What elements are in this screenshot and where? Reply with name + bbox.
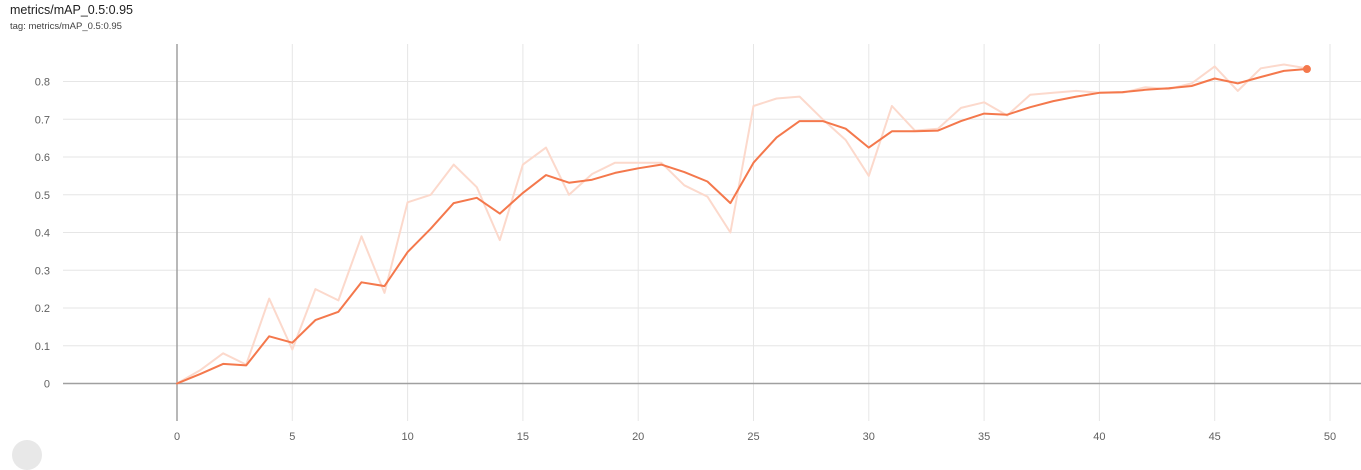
- y-tick-label: 0.4: [35, 228, 50, 240]
- fit-button[interactable]: [12, 440, 42, 470]
- chart-tag: tag: metrics/mAP_0.5:0.95: [10, 21, 122, 32]
- smoothed-series-line: [176, 68, 1308, 385]
- x-tick-label: 50: [1324, 431, 1336, 443]
- y-tick-label: 0.3: [35, 265, 50, 277]
- line-chart: 0 5 10 15 20 25 30 35 40 45 50 0 0.1 0.2 0.3 0.4 0.5 0.6 0…: [35, 44, 1361, 444]
- tick-labels: 0 5 10 15 20 25 30 35 40 45 50 0 0.1 0.2 0.3 0.4 0.5 0.6 0…: [35, 77, 1336, 444]
- y-tick-label: 0.1: [35, 341, 50, 353]
- y-tick-label: 0.5: [35, 190, 50, 202]
- y-tick-label: 0.7: [35, 114, 50, 126]
- x-tick-label: 20: [632, 431, 644, 443]
- x-tick-label: 40: [1093, 431, 1105, 443]
- grid-lines: [63, 44, 1361, 421]
- x-tick-label: 30: [863, 431, 875, 443]
- x-tick-label: 15: [517, 431, 529, 443]
- x-tick-label: 25: [747, 431, 759, 443]
- x-tick-label: 10: [401, 431, 413, 443]
- y-tick-label: 0.2: [35, 303, 50, 315]
- raw-series-line: [176, 63, 1308, 385]
- y-tick-label: 0.6: [35, 152, 50, 164]
- last-point-marker: [1302, 65, 1311, 74]
- y-tick-label: 0.8: [35, 77, 50, 89]
- axes: [63, 44, 1361, 421]
- x-tick-label: 0: [174, 431, 180, 443]
- y-tick-label: 0: [44, 379, 50, 391]
- series-lines: [176, 63, 1311, 385]
- x-tick-label: 35: [978, 431, 990, 443]
- chart-title: metrics/mAP_0.5:0.95: [10, 3, 133, 17]
- x-tick-label: 45: [1209, 431, 1221, 443]
- x-tick-label: 5: [289, 431, 295, 443]
